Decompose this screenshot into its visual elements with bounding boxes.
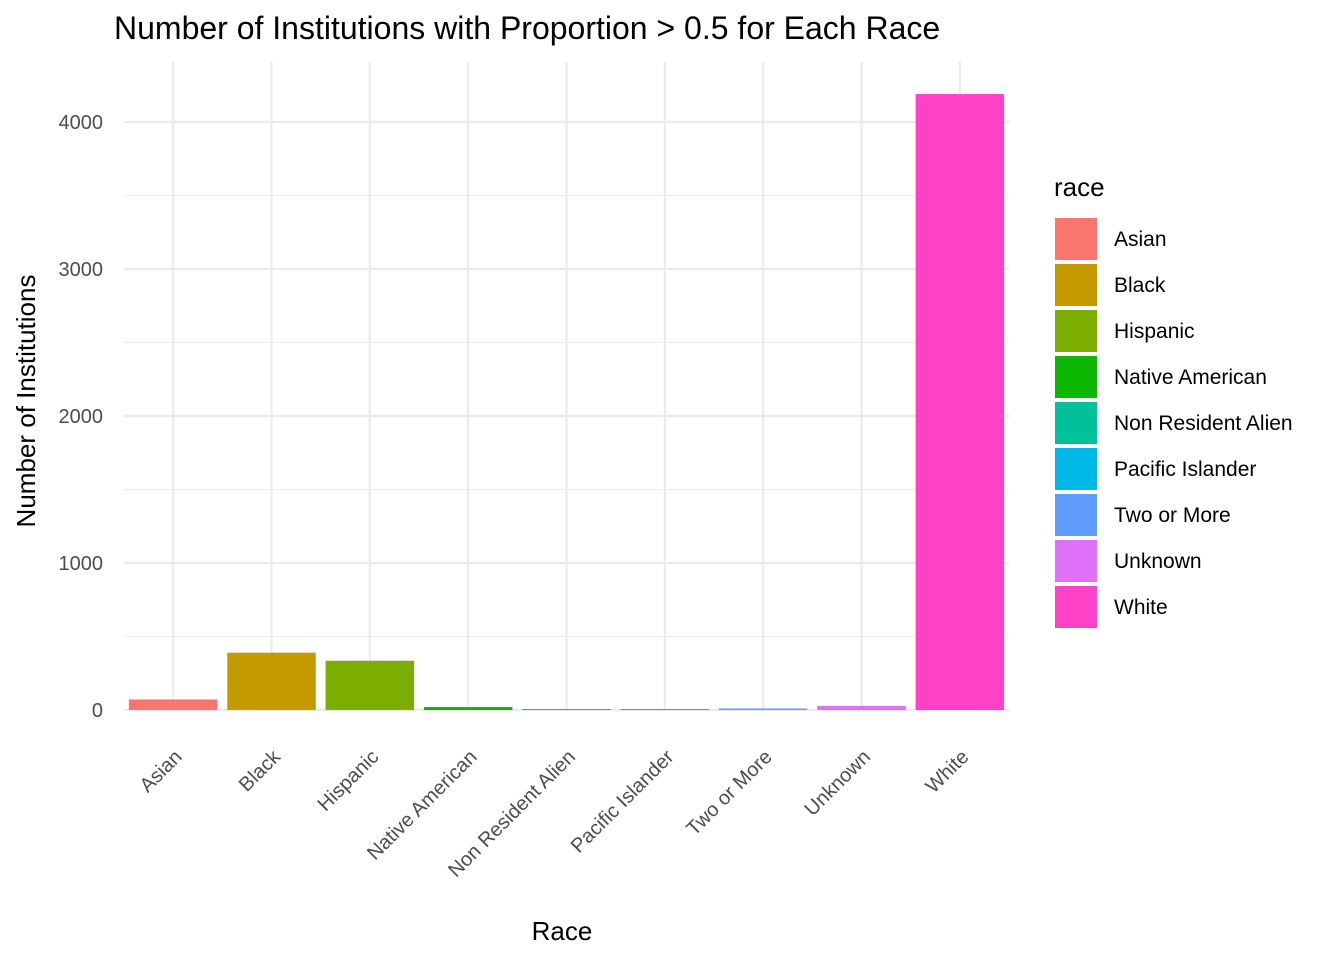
x-tick-label: Asian (136, 746, 187, 797)
bar-hispanic (325, 660, 415, 710)
x-tick-label: Black (235, 745, 286, 796)
legend-key (1055, 310, 1097, 352)
bar-unknown (817, 705, 906, 710)
y-tick-label: 3000 (59, 259, 104, 281)
legend-key (1055, 494, 1097, 536)
y-tick-label: 1000 (59, 553, 104, 575)
legend-key (1055, 218, 1097, 260)
legend-title: race (1054, 172, 1105, 202)
legend: race Asian Black Hispanic Native American No… (1054, 172, 1293, 628)
legend-label: Asian (1114, 228, 1167, 251)
x-tick-label: Two or More (683, 746, 777, 840)
legend-label: Black (1114, 274, 1166, 297)
bar-black (227, 652, 316, 710)
bar-native-american (423, 707, 513, 710)
legend-key (1055, 586, 1097, 628)
chart-title: Number of Institutions with Proportion >… (114, 10, 940, 46)
x-tick-label: White (922, 746, 974, 798)
legend-label: Native American (1114, 366, 1267, 389)
y-tick-label: 0 (92, 700, 103, 722)
y-axis-title: Number of Institutions (11, 275, 41, 528)
legend-label: Unknown (1114, 550, 1202, 573)
x-tick-label: Pacific Islander (567, 746, 679, 858)
legend-label: White (1114, 596, 1168, 619)
bar-white (915, 94, 1005, 710)
bar-pacific-islander (620, 709, 710, 710)
x-axis-title: Race (532, 916, 593, 946)
bar-asian (128, 699, 218, 710)
bar-two-or-more (718, 708, 808, 710)
bars (128, 94, 1005, 710)
legend-label: Hispanic (1114, 320, 1195, 343)
gridlines (124, 62, 1009, 712)
y-tick-label: 2000 (59, 406, 104, 428)
y-tick-label: 4000 (59, 112, 104, 134)
legend-label: Pacific Islander (1114, 458, 1256, 481)
x-tick-label: Hispanic (314, 746, 384, 816)
legend-key (1055, 540, 1097, 582)
bar-non-resident-alien (522, 709, 611, 710)
legend-key (1055, 264, 1097, 306)
legend-key (1055, 402, 1097, 444)
y-axis-ticks: 0 1000 2000 3000 4000 (59, 112, 104, 722)
legend-key (1055, 448, 1097, 490)
legend-label: Two or More (1114, 504, 1231, 527)
legend-label: Non Resident Alien (1114, 412, 1293, 435)
x-tick-label: Unknown (801, 746, 876, 821)
legend-key (1055, 356, 1097, 398)
